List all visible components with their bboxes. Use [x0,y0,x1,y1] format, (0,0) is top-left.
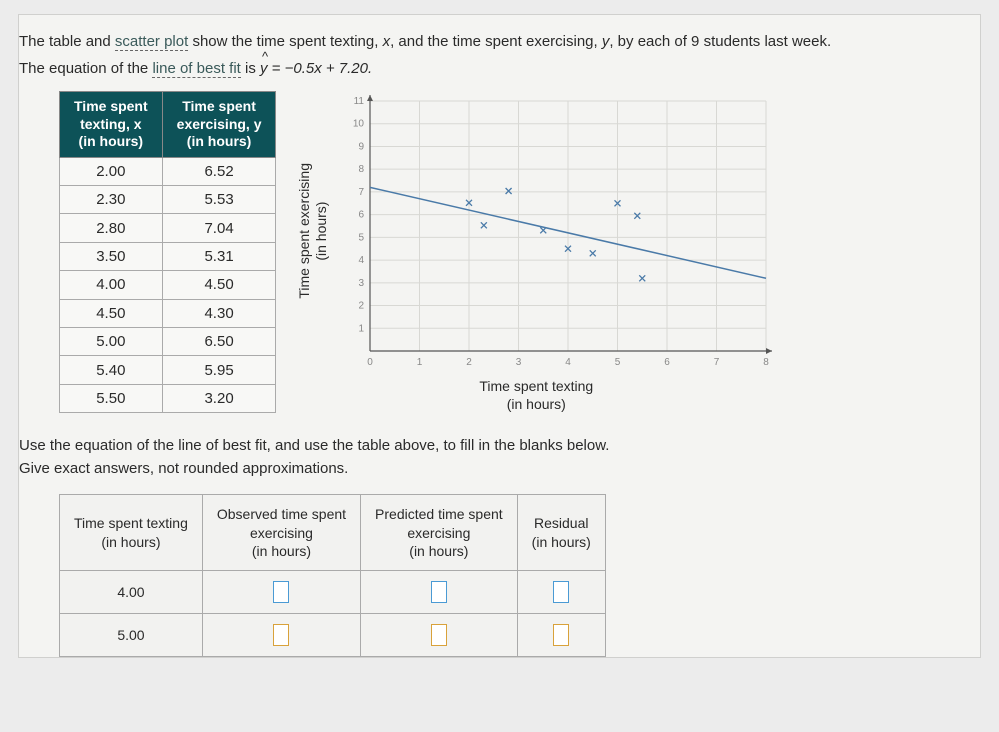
svg-text:1: 1 [417,357,423,368]
svg-text:2: 2 [466,357,472,368]
predicted-input[interactable] [431,624,447,646]
table-row: 5.006.50 [60,328,276,356]
cell-y: 6.50 [162,328,276,356]
svg-text:3: 3 [516,357,522,368]
cell-y: 4.30 [162,299,276,327]
svg-text:6: 6 [359,210,365,221]
ans-x: 5.00 [60,613,203,656]
table-row: 3.505.31 [60,242,276,270]
ans-header-observed: Observed time spent exercising (in hours… [202,495,360,571]
y-hat: y [260,60,268,77]
cell-x: 5.40 [60,356,163,384]
svg-text:7: 7 [714,357,720,368]
text: , by each of 9 students last week. [609,33,831,50]
intro-text: The table and scatter plot show the time… [19,30,980,54]
cell-x: 4.50 [60,299,163,327]
equation-text: The equation of the line of best fit is … [19,60,980,77]
cell-y: 3.20 [162,384,276,413]
svg-text:4: 4 [565,357,571,368]
answer-row: 5.00 [60,613,606,656]
ans-x: 4.00 [60,570,203,613]
cell-y: 4.50 [162,271,276,299]
cell-x: 5.00 [60,328,163,356]
svg-text:5: 5 [359,232,365,243]
text: show the time spent texting, [188,33,382,50]
svg-text:8: 8 [763,357,769,368]
predicted-input[interactable] [431,581,447,603]
table-row: 5.405.95 [60,356,276,384]
text: , and the time spent exercising, [390,33,602,50]
ans-header-texting: Time spent texting (in hours) [60,495,203,571]
equation-rhs: = −0.5x + 7.20. [268,60,373,77]
svg-text:8: 8 [359,164,365,175]
residual-input[interactable] [553,581,569,603]
cell-x: 5.50 [60,384,163,413]
cell-x: 2.80 [60,214,163,242]
line-of-best-fit-link[interactable]: line of best fit [152,60,240,78]
observed-input[interactable] [273,624,289,646]
table-row: 2.305.53 [60,185,276,213]
answer-table: Time spent texting (in hours) Observed t… [59,494,606,657]
chart-area: Time spent exercising(in hours) 0 1 2 3 4 5 6 7… [296,91,776,413]
y-axis-label: Time spent exercising(in hours) [296,163,330,299]
table-row: 5.503.20 [60,384,276,413]
col-header-y: Time spent exercising, y (in hours) [162,92,276,158]
cell-x: 3.50 [60,242,163,270]
svg-text:5: 5 [615,357,621,368]
answer-row: 4.00 [60,570,606,613]
cell-x: 4.00 [60,271,163,299]
problem-card: The table and scatter plot show the time… [18,14,981,658]
x-axis-label: Time spent texting(in hours) [479,377,593,413]
ans-header-residual: Residual (in hours) [517,495,605,571]
text: is [241,60,260,77]
instruction-text: Use the equation of the line of best fit… [19,435,980,480]
svg-text:3: 3 [359,278,365,289]
svg-text:1: 1 [359,323,365,334]
table-row: 4.004.50 [60,271,276,299]
cell-y: 6.52 [162,157,276,185]
scatter-plot: 0 1 2 3 4 5 6 7 8 1 2 3 4 5 6 7 8 9 10 11 [336,91,776,371]
svg-text:6: 6 [664,357,670,368]
residual-input[interactable] [553,624,569,646]
cell-y: 5.31 [162,242,276,270]
svg-text:7: 7 [359,187,365,198]
data-table: Time spent texting, x (in hours) Time sp… [59,91,276,413]
svg-text:9: 9 [359,141,365,152]
text: The table and [19,33,115,50]
text: The equation of the [19,60,152,77]
cell-x: 2.00 [60,157,163,185]
ans-header-predicted: Predicted time spent exercising (in hour… [361,495,518,571]
table-row: 2.807.04 [60,214,276,242]
observed-input[interactable] [273,581,289,603]
svg-text:10: 10 [353,119,365,130]
cell-x: 2.30 [60,185,163,213]
table-row: 4.504.30 [60,299,276,327]
svg-text:11: 11 [354,96,365,107]
svg-text:2: 2 [359,301,365,312]
top-section: Time spent texting, x (in hours) Time sp… [59,91,980,413]
var-x: x [383,33,391,50]
cell-y: 7.04 [162,214,276,242]
svg-text:4: 4 [359,255,365,266]
scatter-plot-link[interactable]: scatter plot [115,33,188,51]
col-header-x: Time spent texting, x (in hours) [60,92,163,158]
cell-y: 5.53 [162,185,276,213]
svg-text:0: 0 [367,357,373,368]
table-row: 2.006.52 [60,157,276,185]
cell-y: 5.95 [162,356,276,384]
